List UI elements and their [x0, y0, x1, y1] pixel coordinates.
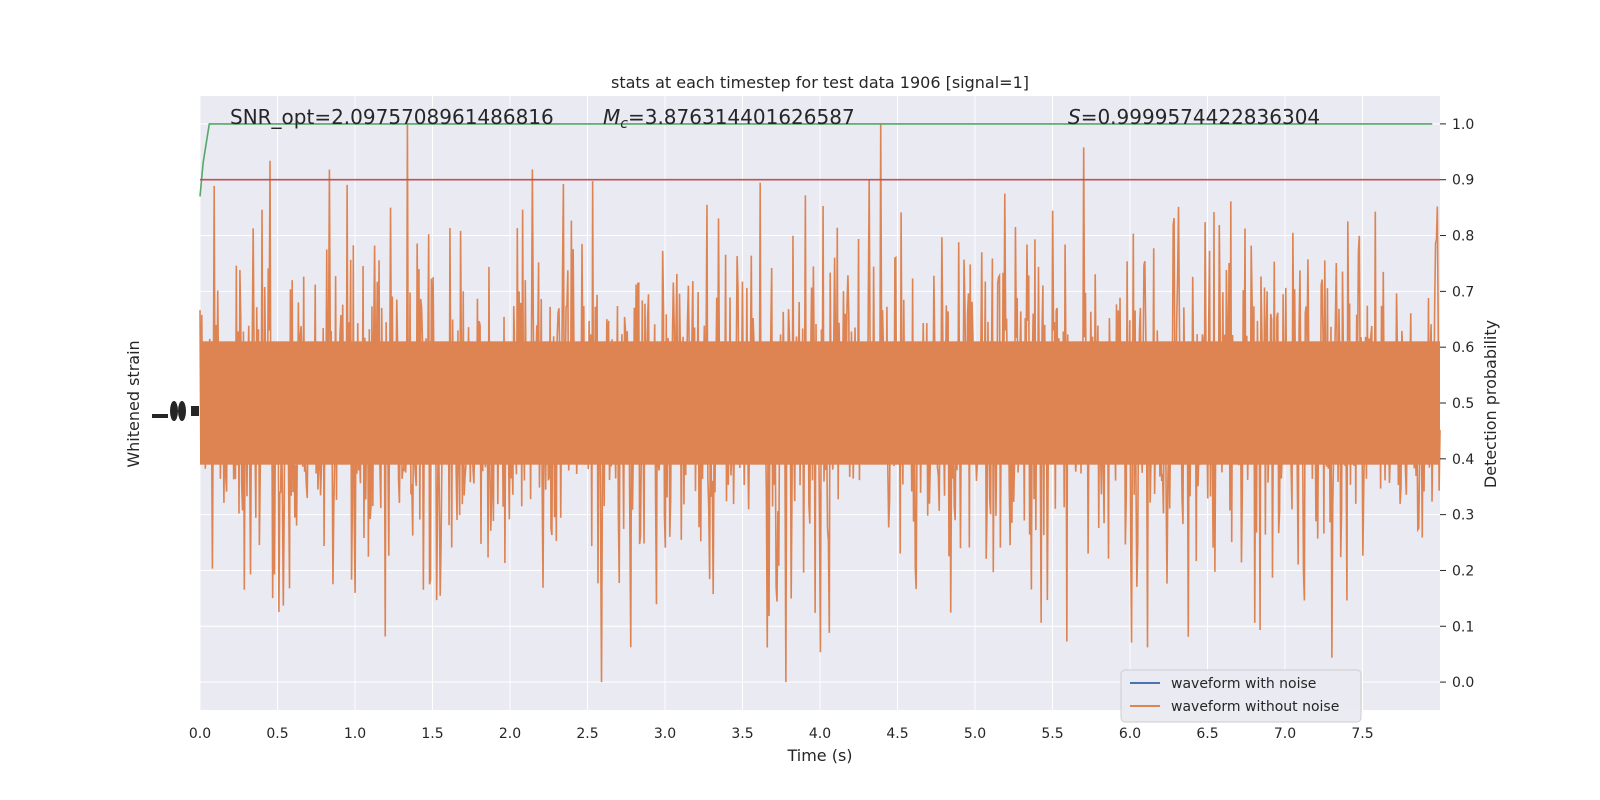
x-tick-label: 7.5 [1351, 726, 1373, 742]
y-right-tick-label: 0.2 [1452, 563, 1474, 579]
noise-series-waveform-without-noise [199, 123, 1441, 683]
annotation-snr: SNR_opt=2.0975708961486816 [230, 105, 554, 129]
y-right-tick-label: 0.9 [1452, 173, 1474, 189]
x-axis-label: Time (s) [786, 746, 852, 765]
x-tick-label: 6.5 [1196, 726, 1218, 742]
y-right-tick-label: 1.0 [1452, 117, 1474, 133]
y-right-axis-label: Detection probability [1481, 320, 1500, 488]
probability-lines [199, 123, 1440, 197]
x-tick-label: 2.0 [499, 726, 521, 742]
s-value: =0.9999574422836304 [1081, 105, 1320, 129]
x-tick-label: 4.5 [886, 726, 908, 742]
legend-label-with-noise: waveform with noise [1171, 676, 1316, 692]
y-left-axis-label: Whitened strain [124, 340, 143, 467]
y-right-tick-label: 0.1 [1452, 619, 1474, 635]
y-right-axis-ticks: 0.0 0.1 0.2 0.3 0.4 0.5 0.6 0.7 0.8 0.9 1.0 [1440, 117, 1474, 691]
x-tick-label: 0.0 [189, 726, 211, 742]
y-right-tick-label: 0.5 [1452, 396, 1474, 412]
x-tick-label: 4.0 [809, 726, 831, 742]
left-axis-garbled-ticks [152, 401, 199, 421]
y-right-tick-label: 0.8 [1452, 229, 1474, 245]
s-symbol: S [1068, 105, 1081, 129]
y-right-tick-label: 0.7 [1452, 284, 1474, 300]
x-tick-label: 7.0 [1274, 726, 1296, 742]
x-tick-label: 3.0 [654, 726, 676, 742]
y-right-tick-label: 0.3 [1452, 508, 1474, 524]
x-axis-ticks: 0.0 0.5 1.0 1.5 2.0 2.5 3.0 3.5 4.0 4.5 5.0 5.5 6.0 6… [189, 726, 1374, 742]
chart-title: stats at each timestep for test data 190… [611, 73, 1029, 92]
x-tick-label: 2.5 [576, 726, 598, 742]
annotation-chirp-mass: Mc=3.876314401626587 [603, 105, 855, 132]
y-right-tick-label: 0.6 [1452, 340, 1474, 356]
mc-symbol: M [603, 105, 620, 129]
mc-value: =3.876314401626587 [628, 105, 855, 129]
mc-subscript: c [620, 116, 628, 132]
legend-box [1120, 669, 1362, 723]
legend-label-without-noise: waveform without noise [1171, 699, 1339, 715]
legend: waveform with noise waveform without noi… [1120, 669, 1362, 723]
x-tick-label: 5.0 [964, 726, 986, 742]
y-right-tick-label: 0.0 [1452, 675, 1474, 691]
x-tick-label: 0.5 [266, 726, 288, 742]
x-tick-label: 1.5 [421, 726, 443, 742]
series-waveform-without-noise [199, 123, 1441, 683]
y-right-tick-label: 0.4 [1452, 452, 1474, 468]
x-tick-label: 3.5 [731, 726, 753, 742]
x-tick-label: 1.0 [344, 726, 366, 742]
x-tick-label: 6.0 [1119, 726, 1141, 742]
annotation-s: S=0.9999574422836304 [1068, 105, 1320, 129]
x-tick-label: 5.5 [1041, 726, 1063, 742]
